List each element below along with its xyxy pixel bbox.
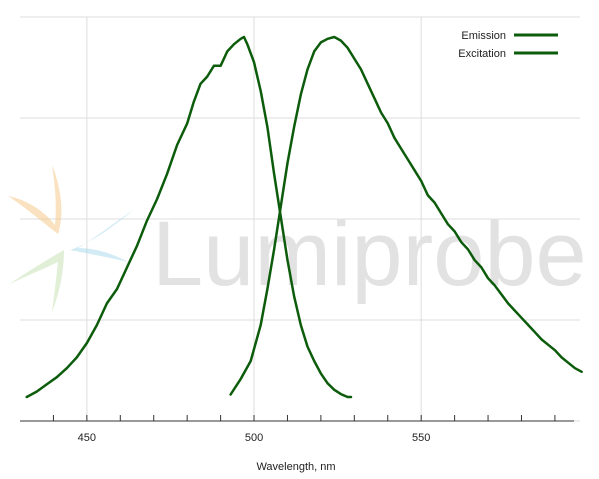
- series-line-excitation: [25, 35, 353, 399]
- series-lines: [25, 35, 583, 399]
- series-line-emission: [229, 35, 583, 396]
- x-axis-title: Wavelength, nm: [256, 461, 335, 473]
- legend: Emission Excitation: [458, 30, 558, 60]
- x-tick-label: 450: [78, 432, 96, 444]
- x-tick-label: 500: [245, 432, 263, 444]
- lumiprobe-logo-icon: [8, 165, 133, 312]
- legend-label-excitation: Excitation: [458, 48, 506, 60]
- legend-label-emission: Emission: [461, 30, 506, 42]
- lumiprobe-watermark: Lumiprobe: [8, 165, 587, 312]
- x-tick-label: 550: [412, 432, 430, 444]
- x-axis: 450 500 550: [20, 415, 574, 444]
- watermark-text: Lumiprobe: [152, 203, 587, 305]
